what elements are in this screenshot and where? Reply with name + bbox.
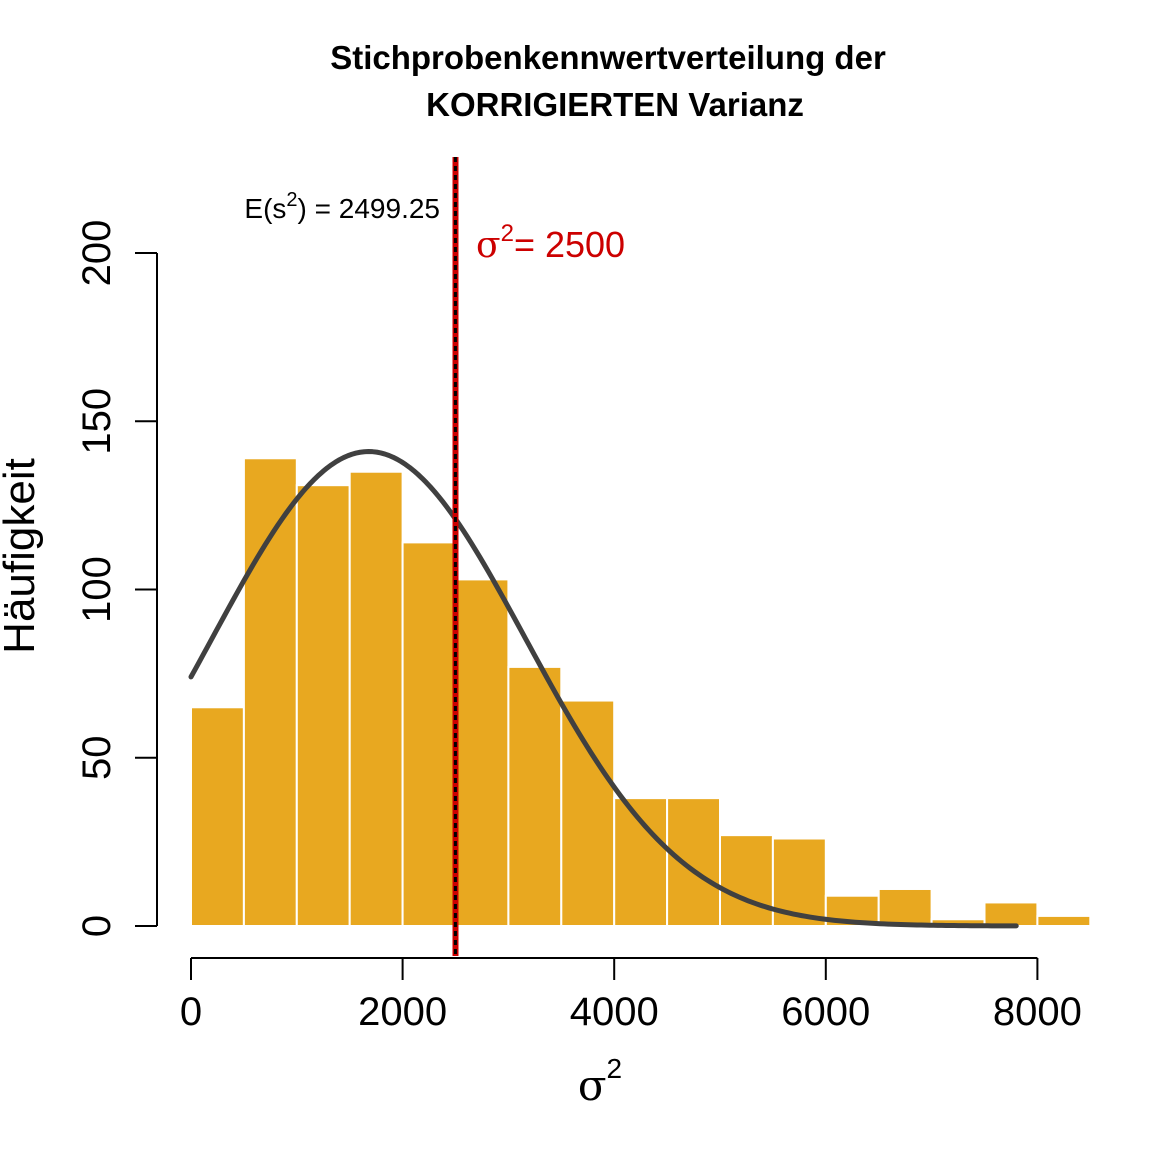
x-tick-label: 0: [180, 990, 202, 1034]
true-label-suffix: = 2500: [514, 224, 625, 265]
expected-label-prefix: E(s: [244, 193, 286, 224]
density-curve: [188, 449, 1019, 929]
y-tick-label: 150: [75, 388, 119, 455]
x-tick-label: 8000: [993, 990, 1082, 1034]
bars-group: [190, 457, 1092, 928]
histogram-bar: [348, 470, 404, 927]
histogram-bar: [507, 665, 563, 928]
y-tick-label: 0: [75, 915, 119, 937]
histogram-bar: [401, 541, 457, 927]
true-label-superscript: 2: [501, 220, 514, 247]
y-axis: 0 50 100 150 200: [75, 220, 158, 937]
histogram-bar: [242, 457, 298, 927]
x-axis: 0 2000 4000 6000 8000: [180, 957, 1082, 1034]
expected-label-suffix: ) = 2499.25: [298, 193, 440, 224]
y-axis-label: Häufigkeit: [0, 458, 44, 654]
chart-title-line2: KORRIGIERTEN Varianz: [426, 86, 804, 123]
x-axis-label-superscript: 2: [607, 1053, 623, 1084]
y-tick-label: 100: [75, 556, 119, 623]
true-label-symbol: σ: [476, 225, 501, 266]
histogram-bar: [295, 484, 351, 927]
histogram-bar: [1036, 914, 1092, 928]
x-tick-label: 2000: [358, 990, 447, 1034]
expected-label-superscript: 2: [286, 189, 297, 211]
histogram-bar: [719, 834, 774, 928]
x-axis-label-symbol: σ: [578, 1061, 607, 1110]
x-tick-label: 6000: [781, 990, 870, 1034]
expected-value-label: E(s2) = 2499.25: [244, 189, 440, 224]
histogram-bar: [666, 797, 721, 928]
histogram-bar: [190, 706, 245, 928]
y-tick-label: 200: [75, 220, 119, 287]
chart-title-line1: Stichprobenkennwertverteilung der: [330, 39, 886, 76]
histogram-bar: [454, 578, 510, 928]
y-tick-label: 50: [75, 736, 119, 781]
true-variance-label: σ2= 2500: [476, 220, 625, 266]
histogram-bar: [877, 887, 933, 927]
x-tick-label: 4000: [570, 990, 659, 1034]
histogram-bar: [560, 699, 616, 927]
histogram-bar: [983, 901, 1039, 928]
x-axis-label: σ2: [578, 1053, 622, 1110]
